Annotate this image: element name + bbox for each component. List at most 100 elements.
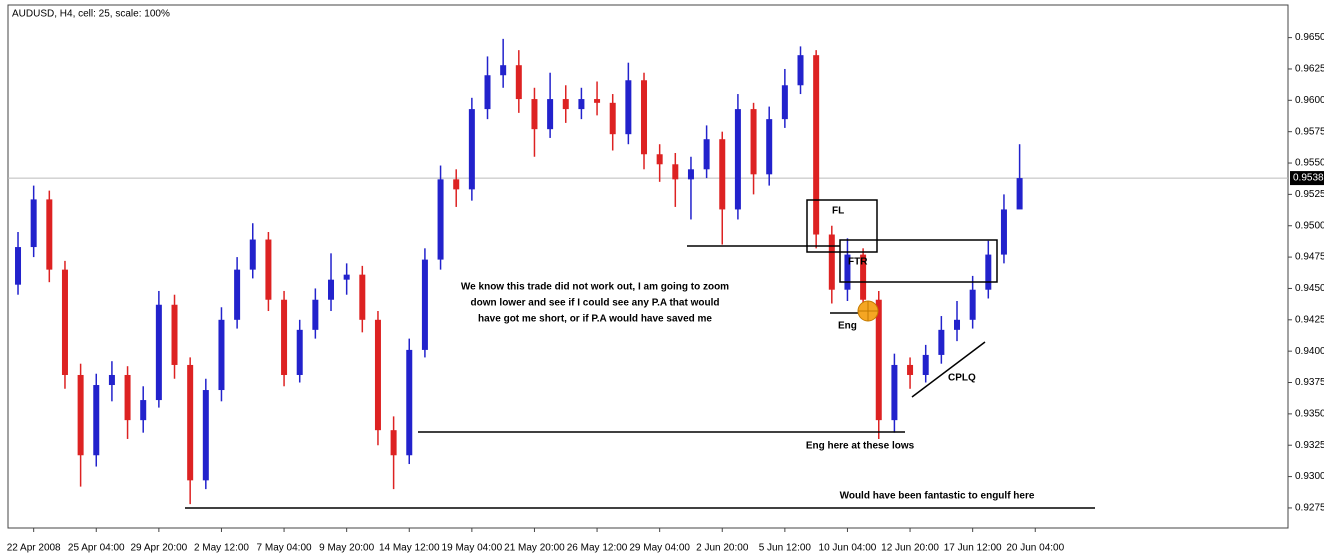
candle-body <box>249 239 256 270</box>
candle-body <box>30 199 37 248</box>
y-tick-label: 0.9550 <box>1295 158 1324 169</box>
candle-body <box>1000 209 1007 255</box>
candle-body <box>562 99 569 110</box>
ftr-box <box>839 239 998 283</box>
y-tick-label: 0.9575 <box>1295 126 1324 137</box>
x-tick-label: 19 May 04:00 <box>442 543 503 554</box>
candle-body <box>797 55 804 86</box>
candle-body <box>781 85 788 120</box>
fl-box <box>806 199 878 253</box>
candle-body <box>985 254 992 290</box>
candle-body <box>281 299 288 375</box>
candles <box>8 38 1288 505</box>
y-tick-label: 0.9300 <box>1295 471 1324 482</box>
candle-body <box>234 269 241 320</box>
annotation: Would have been fantastic to engulf here <box>840 491 1035 502</box>
candle-body <box>187 364 194 481</box>
candle-body <box>938 329 945 355</box>
candle-body <box>969 289 976 320</box>
candle-body <box>515 65 522 100</box>
candle-body <box>594 99 601 103</box>
y-tick-label: 0.9650 <box>1295 32 1324 43</box>
candle-body <box>500 65 507 76</box>
candle-body <box>578 99 585 110</box>
candle-body <box>124 374 131 421</box>
candle-body <box>954 319 961 330</box>
candle-body <box>922 354 929 375</box>
x-tick-label: 20 Jun 04:00 <box>1006 543 1064 554</box>
candle-body <box>750 109 757 175</box>
candle-body <box>907 364 914 375</box>
candle-body <box>625 80 632 135</box>
candle-body <box>828 234 835 290</box>
candle-body <box>46 199 53 270</box>
x-tick-label: 2 May 12:00 <box>194 543 249 554</box>
candle-body <box>171 304 178 365</box>
note-line: down lower and see if I could see any P.… <box>471 298 720 309</box>
candle-body <box>374 319 381 431</box>
y-tick-label: 0.9475 <box>1295 252 1324 263</box>
candle-body <box>484 75 491 110</box>
last-price-label: 0.9538 <box>1293 173 1324 184</box>
candle-body <box>61 269 68 375</box>
candle-body <box>687 169 694 180</box>
candle-body <box>672 164 679 180</box>
candle-body <box>468 109 475 190</box>
x-tick-label: 25 Apr 04:00 <box>68 543 125 554</box>
candle-body <box>202 390 209 481</box>
candle-body <box>140 400 147 421</box>
plot-frame <box>7 4 1289 529</box>
candle-body <box>1016 178 1023 210</box>
candle-body <box>359 274 366 320</box>
candle-body <box>218 319 225 391</box>
candle-body <box>296 329 303 375</box>
candle-body <box>93 385 100 456</box>
candle-body <box>609 102 616 135</box>
candle-body <box>734 109 741 210</box>
candle-body <box>437 179 444 260</box>
candle-body <box>875 299 882 421</box>
y-tick-label: 0.9425 <box>1295 314 1324 325</box>
y-tick-label: 0.9325 <box>1295 440 1324 451</box>
annotation: FL <box>832 206 844 217</box>
y-tick-label: 0.9625 <box>1295 64 1324 75</box>
y-tick-label: 0.9275 <box>1295 503 1324 514</box>
candle-body <box>15 247 22 285</box>
candle-body <box>703 139 710 170</box>
annotation: Eng <box>838 321 857 332</box>
candle-body <box>813 55 820 235</box>
candle-body <box>406 349 413 456</box>
candle-body <box>719 139 726 210</box>
x-tick-label: 9 May 20:00 <box>319 543 374 554</box>
x-tick-label: 22 Apr 2008 <box>7 543 61 554</box>
note-line: We know this trade did not work out, I a… <box>461 282 729 293</box>
candle-body <box>421 259 428 350</box>
y-tick-label: 0.9400 <box>1295 346 1324 357</box>
last-price-box <box>1290 171 1324 186</box>
x-tick-label: 29 Apr 20:00 <box>131 543 188 554</box>
drawings <box>185 199 1095 509</box>
candle-body <box>77 374 84 456</box>
x-tick-label: 10 Jun 04:00 <box>819 543 877 554</box>
candle-body <box>328 279 335 300</box>
cplq-line <box>911 341 986 398</box>
candle-body <box>453 179 460 190</box>
y-tick-label: 0.9525 <box>1295 189 1324 200</box>
candle-body <box>312 299 319 330</box>
x-tick-label: 5 Jun 12:00 <box>759 543 812 554</box>
candle-body <box>891 364 898 421</box>
y-tick-label: 0.9350 <box>1295 409 1324 420</box>
x-tick-label: 26 May 12:00 <box>567 543 628 554</box>
annotation: FTR <box>848 257 868 268</box>
candle-body <box>343 274 350 280</box>
candle-body <box>656 154 663 165</box>
candle-body <box>390 430 397 456</box>
x-tick-label: 2 Jun 20:00 <box>696 543 749 554</box>
chart-title: AUDUSD, H4, cell: 25, scale: 100% <box>12 9 170 20</box>
annotation: Eng here at these lows <box>806 441 915 452</box>
x-tick-label: 29 May 04:00 <box>629 543 690 554</box>
y-tick-label: 0.9375 <box>1295 377 1324 388</box>
x-tick-label: 21 May 20:00 <box>504 543 565 554</box>
candle-body <box>265 239 272 300</box>
